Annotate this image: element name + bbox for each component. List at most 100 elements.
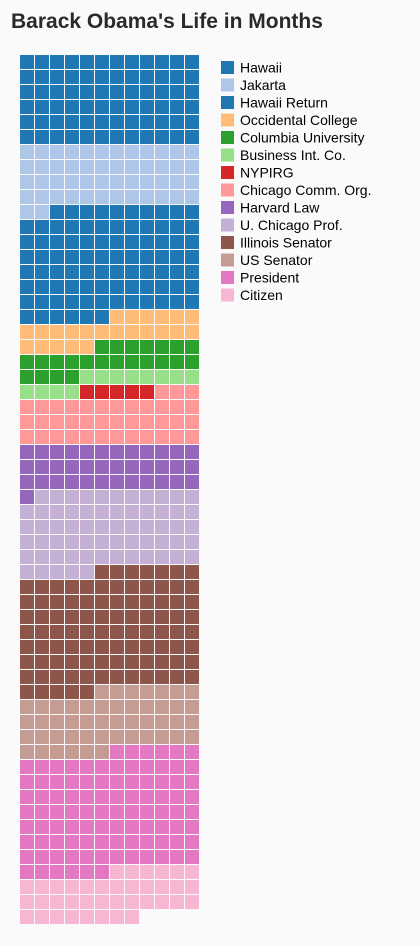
month-cell <box>155 325 169 339</box>
legend-swatch <box>221 183 234 197</box>
month-cell <box>95 460 109 474</box>
month-cell <box>65 790 79 804</box>
legend-item: Business Int. Co. <box>221 147 346 163</box>
month-cell <box>125 565 139 579</box>
month-cell <box>35 115 49 129</box>
month-cell <box>110 460 124 474</box>
legend-item: NYPIRG <box>221 165 294 181</box>
month-cell <box>35 835 49 849</box>
month-cell <box>185 610 199 624</box>
month-cell <box>170 880 184 894</box>
month-cell <box>65 445 79 459</box>
month-cell <box>125 640 139 654</box>
month-cell <box>95 565 109 579</box>
month-cell <box>170 490 184 504</box>
month-cell <box>95 805 109 819</box>
legend-item: Columbia University <box>221 130 364 146</box>
month-cell <box>140 820 154 834</box>
month-cell <box>35 580 49 594</box>
month-cell <box>50 325 64 339</box>
month-cell <box>185 130 199 144</box>
month-cell <box>80 280 94 294</box>
month-cell <box>125 295 139 309</box>
month-cell <box>125 700 139 714</box>
month-cell <box>80 85 94 99</box>
month-cell <box>125 475 139 489</box>
month-cell <box>110 670 124 684</box>
month-cell <box>110 340 124 354</box>
month-cell <box>50 55 64 69</box>
month-cell <box>20 280 34 294</box>
month-cell <box>155 865 169 879</box>
month-cell <box>185 175 199 189</box>
legend-swatch <box>221 166 234 179</box>
month-cell <box>80 505 94 519</box>
month-cell <box>95 295 109 309</box>
month-cell <box>65 625 79 639</box>
legend-swatch <box>221 201 234 214</box>
month-cell <box>185 145 199 159</box>
month-cell <box>170 220 184 234</box>
month-cell <box>110 850 124 864</box>
month-cell <box>80 535 94 549</box>
month-cell <box>185 565 199 579</box>
month-cell <box>50 835 64 849</box>
month-cell <box>110 790 124 804</box>
month-cell <box>65 820 79 834</box>
month-cell <box>155 400 169 414</box>
month-cell <box>20 820 34 834</box>
month-cell <box>50 250 64 264</box>
month-cell <box>20 85 34 99</box>
month-cell <box>110 430 124 444</box>
month-cell <box>50 895 64 909</box>
month-cell <box>50 520 64 534</box>
month-cell <box>110 865 124 879</box>
month-cell <box>140 610 154 624</box>
month-cell <box>35 250 49 264</box>
month-cell <box>185 205 199 219</box>
month-cell <box>95 640 109 654</box>
legend-label: Citizen <box>240 287 283 303</box>
month-cell <box>80 460 94 474</box>
month-cell <box>185 880 199 894</box>
legend-label: Illinois Senator <box>240 235 332 251</box>
month-cell <box>80 160 94 174</box>
month-cell <box>125 70 139 84</box>
month-cell <box>50 355 64 369</box>
month-cell <box>35 235 49 249</box>
month-cell <box>140 865 154 879</box>
month-cell <box>140 280 154 294</box>
month-cell <box>35 775 49 789</box>
month-cell <box>125 355 139 369</box>
month-cell <box>20 835 34 849</box>
month-cell <box>65 100 79 114</box>
month-cell <box>170 70 184 84</box>
month-cell <box>20 610 34 624</box>
month-cell <box>20 55 34 69</box>
month-cell <box>95 730 109 744</box>
legend-item: Illinois Senator <box>221 235 332 251</box>
legend-item: US Senator <box>221 252 313 268</box>
month-cell <box>140 325 154 339</box>
month-cell <box>95 220 109 234</box>
month-cell <box>125 865 139 879</box>
month-cell <box>155 895 169 909</box>
month-cell <box>185 370 199 384</box>
month-cell <box>125 790 139 804</box>
month-cell <box>35 700 49 714</box>
month-cell <box>65 250 79 264</box>
month-cell <box>80 355 94 369</box>
month-cell <box>140 385 154 399</box>
month-cell <box>95 550 109 564</box>
month-cell <box>110 640 124 654</box>
month-cell <box>35 520 49 534</box>
month-cell <box>140 100 154 114</box>
month-cell <box>125 205 139 219</box>
month-cell <box>65 700 79 714</box>
month-cell <box>155 640 169 654</box>
month-cell <box>155 700 169 714</box>
month-cell <box>35 490 49 504</box>
month-cell <box>80 730 94 744</box>
month-cell <box>185 160 199 174</box>
month-cell <box>80 550 94 564</box>
